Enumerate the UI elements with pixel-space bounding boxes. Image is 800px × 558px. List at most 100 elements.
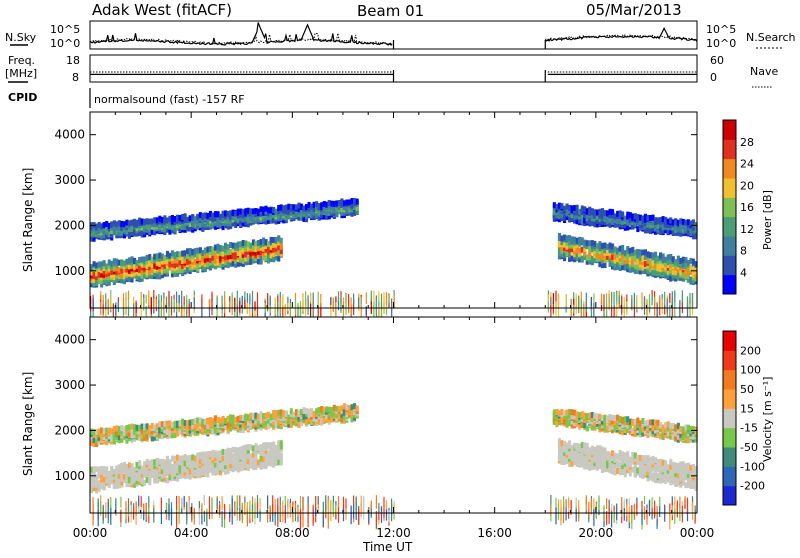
scatter-cell [598,496,599,511]
scatter-cell [257,495,258,503]
scatter-cell [254,502,255,518]
scatter-cell [566,294,567,306]
scatter-cell [120,497,121,508]
scatter-cell [619,295,620,305]
scatter-cell [616,504,617,521]
scatter-cell [631,295,632,309]
scatter-cell [282,294,283,304]
scatter-cell [194,297,195,309]
scatter-cell [93,497,94,510]
scatter-cell [629,506,630,522]
scatter-cell [578,511,579,522]
scatter-cell [381,294,382,309]
scatter-cell [386,292,387,303]
scatter-cell [108,299,109,313]
scatter-cell [662,299,663,315]
freq-unit: [MHz] [5,67,37,80]
scatter-cell [176,496,177,510]
scatter-cell [103,295,104,304]
scatter-cell [302,295,303,311]
scatter-cell [664,292,665,307]
scatter-cell [297,303,298,315]
heatmap-cell [138,460,141,466]
scatter-cell [366,292,367,304]
scatter-cell [100,291,101,300]
scatter-cell [687,296,688,309]
heatmap-cell [280,244,283,250]
scatter-cell [181,291,182,308]
scatter-cell [209,496,210,514]
scatter-cell [138,496,139,507]
scatter-cell [348,294,349,306]
scatter-cell [153,509,154,523]
scatter-cell [239,508,240,516]
scatter-cell [315,508,316,517]
scatter-cell [244,291,245,299]
scatter-cell [277,498,278,512]
scatter-cell [143,297,144,310]
scatter-cell [573,305,574,314]
noise-right-tick-top: 10^5 [706,23,736,36]
scatter-cell [267,495,268,508]
scatter-cell [290,503,291,517]
scatter-cell [378,503,379,512]
scatter-cell [125,501,126,511]
heatmap-cell [280,452,283,458]
scatter-cell [659,296,660,308]
scatter-cell [566,499,567,507]
scatter-cell [179,505,180,522]
scatter-cell [568,498,569,508]
scatter-cell [98,510,99,526]
freq-tick-top: 18 [66,54,80,67]
scatter-cell [563,506,564,523]
scatter-cell [313,303,314,319]
scatter-cell [689,293,690,303]
scatter-cell [313,293,314,304]
scatter-cell [171,296,172,307]
scatter-cell [586,495,587,504]
scatter-cell [148,290,149,305]
scatter-cell [239,301,240,313]
scatter-cell [302,497,303,511]
scatter-cell [260,498,261,508]
scatter-cell [624,508,625,521]
scatter-cell [313,505,314,523]
scatter-cell [163,299,164,314]
scatter-cell [308,505,309,516]
scatter-cell [194,509,195,525]
scatter-cell [229,504,230,512]
scatter-cell [176,292,177,303]
scatter-cell [338,301,339,310]
cpid-label: CPID [8,91,37,104]
scatter-cell [297,507,298,516]
scatter-cell [128,291,129,300]
scatter-cell [649,294,650,308]
scatter-cell [224,504,225,520]
scatter-cell [234,502,235,514]
scatter-cell [186,502,187,518]
scatter-cell [295,299,296,315]
scatter-cell [189,501,190,515]
scatter-cell [249,509,250,519]
scatter-cell [654,302,655,316]
scatter-cell [166,297,167,306]
scatter-cell [275,499,276,512]
scatter-cell [614,292,615,307]
scatter-cell [609,294,610,310]
scatter-cell [209,299,210,308]
scatter-cell [204,495,205,505]
scatter-cell [131,505,132,523]
scatter-cell [343,507,344,521]
scatter-cell [270,296,271,305]
scatter-cell [581,292,582,300]
y-tick-label: 2000 [54,218,85,232]
scatter-cell [189,304,190,317]
scatter-cell [254,301,255,310]
scatter-cell [305,292,306,306]
scatter-cell [257,292,258,306]
scatter-cell [553,293,554,304]
scatter-cell [669,293,670,303]
scatter-cell [98,498,99,506]
scatter-cell [237,291,238,307]
scatter-cell [328,501,329,512]
